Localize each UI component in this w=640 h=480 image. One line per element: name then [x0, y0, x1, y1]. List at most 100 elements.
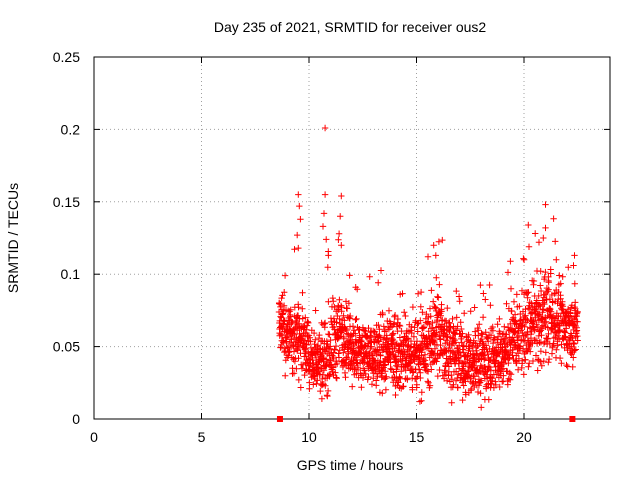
data-point [506, 369, 513, 377]
data-point [317, 387, 324, 395]
data-point [324, 264, 331, 271]
data-point [516, 303, 523, 310]
data-point [460, 382, 467, 389]
data-point [331, 326, 338, 333]
data-point [545, 286, 552, 293]
data-point [295, 376, 302, 384]
data-point [281, 289, 288, 296]
data-point [343, 354, 351, 361]
data-point [559, 273, 566, 280]
data-point [571, 347, 578, 354]
y-tick-label: 0 [72, 411, 80, 427]
data-point [540, 357, 547, 365]
data-point [532, 230, 539, 237]
data-point [359, 324, 367, 331]
data-point [444, 304, 451, 312]
data-point [522, 312, 529, 319]
data-point [437, 341, 444, 349]
data-point [430, 351, 438, 358]
data-point [571, 280, 578, 287]
data-point [508, 325, 516, 332]
data-point [411, 324, 418, 331]
data-point [305, 319, 312, 327]
data-point [352, 330, 359, 337]
data-point [406, 347, 413, 355]
data-point [299, 305, 306, 312]
data-point [343, 330, 351, 337]
data-point [434, 293, 441, 300]
data-point [381, 328, 388, 335]
data-point [330, 298, 337, 305]
data-point [556, 354, 564, 362]
data-point [454, 323, 461, 330]
data-point [522, 356, 529, 363]
data-point [342, 374, 349, 381]
data-point [486, 363, 493, 371]
data-point [391, 312, 399, 319]
data-point [362, 327, 369, 335]
data-point [294, 312, 302, 319]
data-point [382, 361, 389, 368]
data-point [290, 370, 298, 377]
data-point [435, 294, 442, 301]
y-tick-label: 0.15 [53, 194, 80, 210]
data-point [382, 368, 389, 375]
data-point [419, 309, 426, 316]
data-point [301, 371, 308, 379]
data-point [352, 316, 359, 323]
data-point [280, 302, 288, 309]
data-point [483, 381, 491, 388]
data-point [438, 301, 445, 308]
data-point [569, 334, 576, 342]
data-point [295, 244, 302, 252]
data-point [467, 308, 474, 315]
data-point [325, 330, 332, 338]
data-point [326, 331, 333, 338]
data-point [507, 371, 515, 378]
data-point [403, 335, 411, 342]
data-point [510, 298, 518, 305]
data-point [550, 215, 557, 222]
data-point [459, 379, 466, 386]
data-point [407, 337, 415, 345]
y-tick-label: 0.25 [53, 49, 80, 65]
data-point [487, 302, 494, 309]
data-point [426, 321, 433, 328]
data-point [431, 337, 438, 345]
data-point [393, 375, 400, 382]
data-point [482, 329, 489, 336]
data-point [396, 374, 403, 381]
data-point [284, 344, 291, 352]
data-point [529, 357, 537, 365]
data-point [307, 338, 314, 345]
data-point [570, 354, 577, 361]
data-point [476, 321, 483, 328]
data-point [535, 239, 543, 246]
data-point [547, 270, 554, 277]
data-point [536, 301, 543, 309]
data-point [569, 321, 577, 328]
data-point [319, 223, 327, 230]
data-point [572, 346, 579, 353]
data-point [312, 336, 319, 343]
data-point [333, 375, 340, 382]
data-point [504, 269, 512, 276]
data-point [376, 326, 383, 333]
data-point [277, 331, 285, 338]
data-point [439, 236, 446, 244]
data-point [550, 340, 557, 347]
data-point [332, 374, 340, 381]
data-point [342, 325, 349, 333]
data-point [318, 395, 326, 402]
data-point [548, 350, 556, 357]
data-point [285, 349, 292, 356]
data-point [541, 300, 548, 308]
data-point [383, 373, 390, 380]
data-point [514, 366, 522, 373]
data-point [480, 290, 487, 297]
data-point [556, 272, 563, 279]
data-point [392, 341, 400, 349]
data-point [459, 396, 466, 404]
data-point [320, 367, 328, 374]
